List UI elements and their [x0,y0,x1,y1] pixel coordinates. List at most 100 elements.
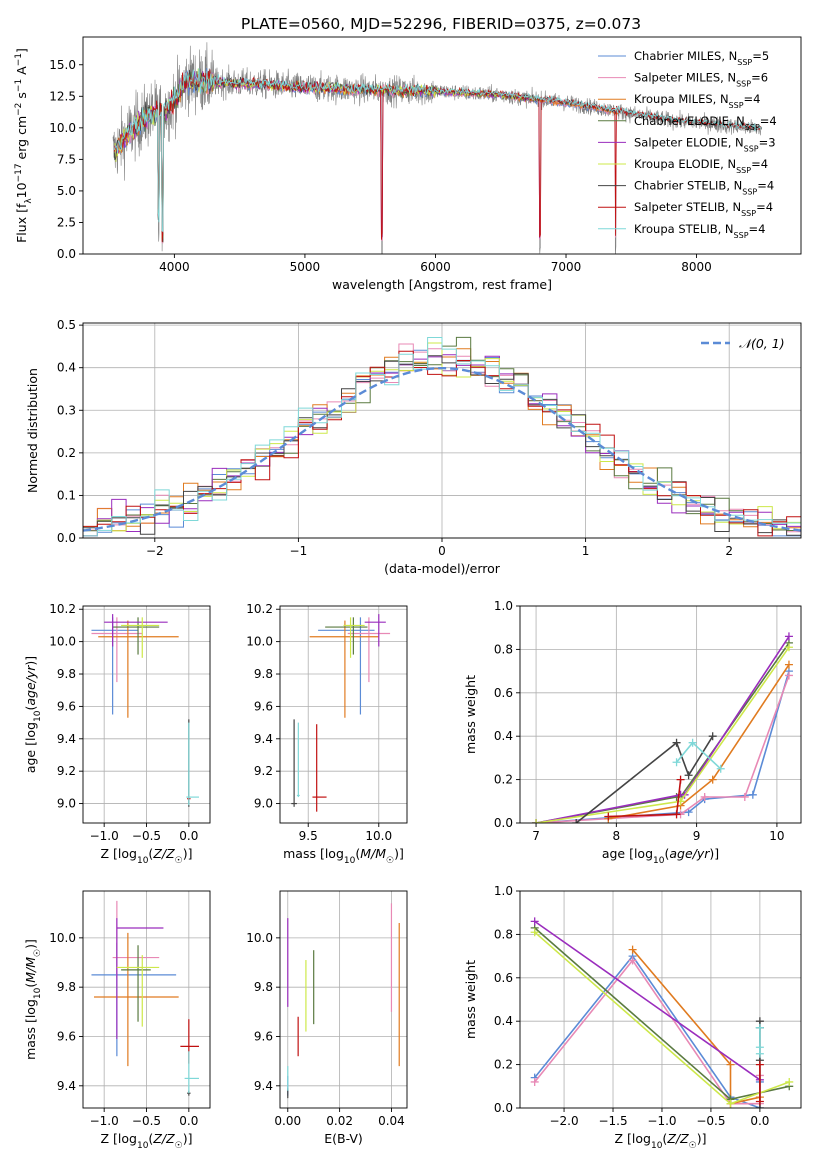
series-point [532,819,541,823]
series-chabrier_stelib [572,732,717,823]
x-tick-label: −0.5 [696,1114,725,1128]
legend-label: Chabrier STELIB, NSSP=4 [634,179,774,197]
x-axis-label: (data-model)/error [384,561,501,576]
x-tick-label: 0.0 [750,1114,769,1128]
x-axis-label: Z [log10(Z/Z☉)] [101,846,193,866]
x-tick-label: −1 [290,544,308,558]
y-tick-label: 7.5 [57,152,76,166]
series-point [604,812,613,821]
series-point [748,790,757,799]
x-tick-label: 5000 [290,260,321,274]
y-tick-label: 1.0 [494,599,513,613]
x-tick-label: −2 [146,544,164,558]
y-axis-label: Flux [fλ10−17 erg cm−2 s−1 A−1] [14,48,34,243]
series-point [628,945,637,954]
axes-frame [279,605,408,824]
y-tick-label: 10.0 [49,121,76,135]
series-point [672,810,681,819]
x-tick-label: 0.04 [378,1114,405,1128]
x-axis-label: Z [log10(Z/Z☉)] [101,1131,193,1151]
errorbar-kroupa_stelib [296,722,300,798]
series-point [708,732,717,741]
errorbar-kroupa_stelib [184,1051,199,1094]
series-kroupa_miles [628,945,764,1108]
x-tick-label: 4000 [159,260,190,274]
errorbar-kroupa_elodie [343,617,365,658]
y-tick-label: 1.0 [494,884,513,898]
x-tick-label: 9.5 [299,829,318,843]
x-axis-label: wavelength [Angstrom, rest frame] [332,277,552,292]
series-point [672,738,681,747]
residuals-axes: −2 −1 0 1 2 0.0 0.1 0.2 0.3 0.4 0.5 (data-model)/er… [25,318,802,576]
series-point [784,643,793,652]
y-tick-label: 10.0 [246,931,273,945]
y-tick-label: 12.5 [49,89,76,103]
weight_vs_Z-plot-area [530,917,794,1108]
legend-label: Kroupa STELIB, NSSP=4 [634,222,765,240]
x-tick-label: 6000 [420,260,451,274]
spectrum-axes: 4000 5000 6000 7000 8000 0.0 2.5 5.0 7.5 10.0 12.5… [14,36,802,292]
y-tick-label: 9.4 [254,732,273,746]
mass_vs_Z-axes: −1.0 −0.5 0.0 9.4 9.6 9.8 10.0 Z [log10(Z/Z☉)] m… [23,890,211,1151]
legend-label: Salpeter STELIB, NSSP=4 [634,200,773,218]
y-tick-label: 15.0 [49,58,76,72]
errorbar-salpeter_elodie [104,614,168,647]
x-tick-label: 1 [582,544,590,558]
y-tick-label: 9.0 [254,797,273,811]
series-point [784,671,793,680]
y-tick-label: 0.3 [57,403,76,417]
y-tick-label: 0.4 [57,361,76,375]
series-kroupa_stelib [672,738,725,773]
y-tick-label: 9.4 [254,1079,273,1093]
legend-label: Salpeter ELODIE, NSSP=3 [634,135,776,153]
legend-label: Chabrier ELODIE, NSSP=4 [634,114,777,132]
series-point [784,632,793,641]
series-point [755,1043,764,1052]
legend-label: Salpeter MILES, NSSP=6 [634,71,768,89]
x-axis-label: mass [log10(M/M☉)] [283,846,404,866]
y-tick-label: 0.0 [494,1101,513,1115]
y-tick-label: 0.6 [494,686,513,700]
errorbar-chabrier_miles [91,617,139,715]
y-tick-label: 9.8 [254,667,273,681]
errorbar-salpeter_miles [347,617,391,683]
series-kroupa_elodie [530,928,794,1108]
errorbar-salpeter_elodie [364,614,386,647]
histogram-salpeter_stelib [83,350,801,537]
figure-title: PLATE=0560, MJD=52296, FIBERID=0375, z=0… [241,15,641,33]
series-point [740,792,749,801]
errorbar-salpeter_stelib [312,724,327,812]
series-point [530,928,539,937]
errorbar-salpeter_miles [91,617,143,683]
y-axis-label: Normed distribution [25,368,40,493]
y-axis-label: mass weight [463,675,478,754]
y-tick-label: 10.0 [49,635,76,649]
errorbar-salpeter_elodie [116,918,164,1039]
y-tick-label: 10.2 [49,602,76,616]
y-tick-label: 10.0 [246,635,273,649]
series-salpeter_stelib [604,775,685,821]
x-tick-label: 10 [769,829,784,843]
y-tick-label: 5.0 [57,184,76,198]
axes-frame [519,890,802,1109]
series-point [755,1060,764,1069]
mass_vs_EBV-axes: 0.00 0.02 0.04 9.4 9.6 9.8 10.0 E(B-V) [246,890,408,1146]
y-tick-label: 9.6 [254,699,273,713]
series-kroupa_stelib [755,1023,764,1058]
axes-frame [279,890,408,1109]
series-salpeter_stelib [755,1060,764,1106]
series-point [676,775,685,784]
series-line [534,954,761,1108]
errorbar-kroupa_miles [94,932,179,1067]
y-tick-label: 9.0 [57,797,76,811]
y-axis-label: mass [log10(M/M☉)] [23,939,43,1060]
age_vs_mass-plot-area [291,614,391,812]
x-axis-label: E(B-V) [324,1131,363,1146]
y-tick-label: 0.6 [494,971,513,985]
y-tick-label: 9.8 [57,667,76,681]
age_vs_Z-axes: −1.0 −0.5 0.0 9.0 9.2 9.4 9.6 9.8 10.0 10.2 Z [log… [23,602,211,866]
x-tick-label: 0.0 [179,1114,198,1128]
series-line [535,646,790,823]
legend-label: 𝒩(0, 1) [739,336,785,351]
errorbar-chabrier_miles [318,617,375,715]
